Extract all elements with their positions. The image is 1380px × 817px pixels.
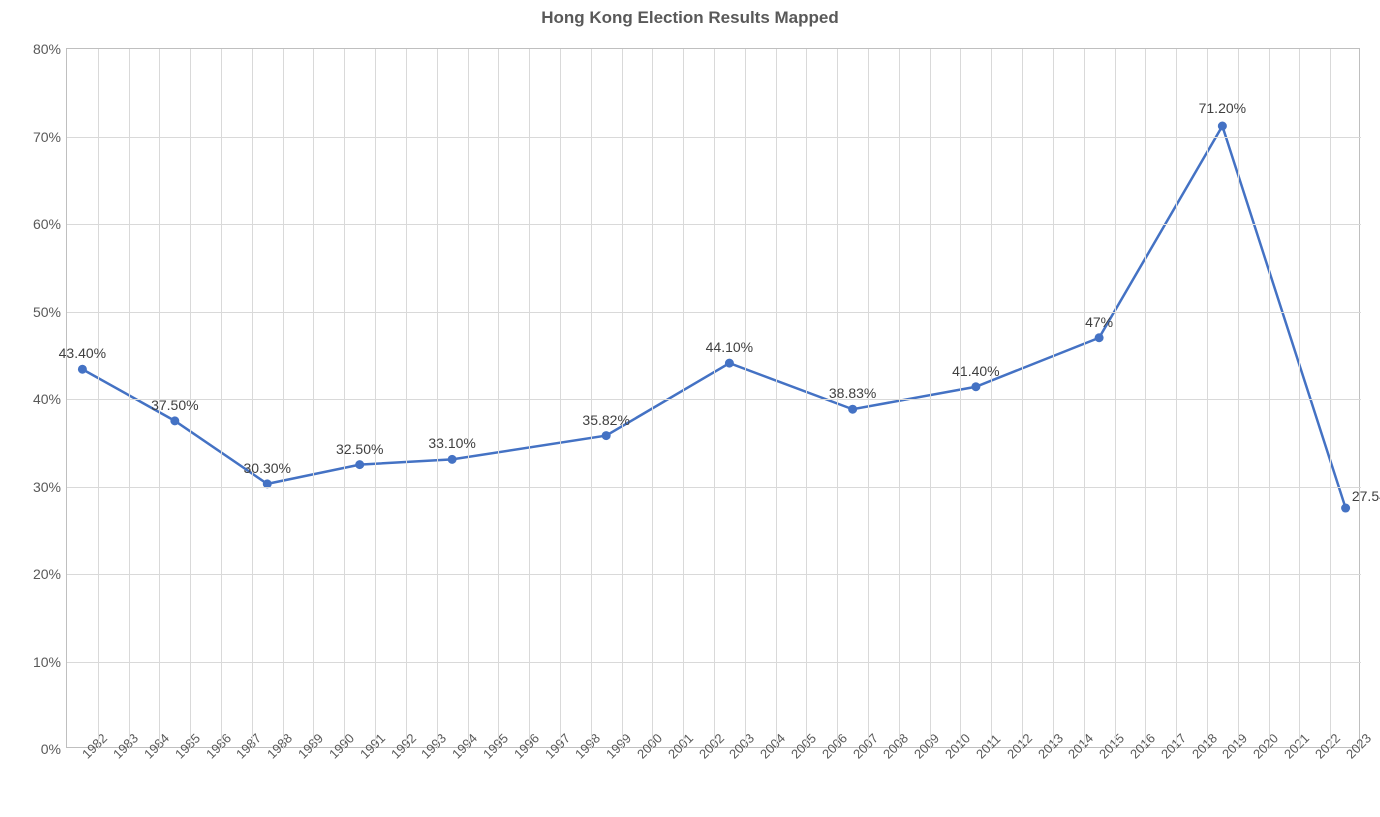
data-point-label: 32.50% <box>336 441 383 457</box>
gridline-vertical <box>1115 49 1116 749</box>
data-point-label: 33.10% <box>428 435 475 451</box>
gridline-vertical <box>1053 49 1054 749</box>
gridline-vertical <box>652 49 653 749</box>
data-point-label: 71.20% <box>1199 100 1246 116</box>
data-point-label: 41.40% <box>952 363 999 379</box>
gridline-vertical <box>283 49 284 749</box>
gridline-vertical <box>1299 49 1300 749</box>
chart-title: Hong Kong Election Results Mapped <box>0 8 1380 28</box>
gridline-vertical <box>498 49 499 749</box>
gridline-vertical <box>776 49 777 749</box>
gridline-vertical <box>560 49 561 749</box>
y-axis-tick-label: 50% <box>33 304 61 320</box>
gridline-vertical <box>745 49 746 749</box>
gridline-vertical <box>313 49 314 749</box>
gridline-vertical <box>468 49 469 749</box>
gridline-vertical <box>1238 49 1239 749</box>
gridline-vertical <box>529 49 530 749</box>
gridline-vertical <box>1176 49 1177 749</box>
gridline-vertical <box>129 49 130 749</box>
gridline-vertical <box>1145 49 1146 749</box>
y-axis-tick-label: 0% <box>41 741 61 757</box>
y-axis-tick-label: 30% <box>33 479 61 495</box>
y-axis-tick-label: 60% <box>33 216 61 232</box>
y-axis-tick-label: 10% <box>33 654 61 670</box>
y-axis-tick-label: 40% <box>33 391 61 407</box>
data-point-marker <box>1341 504 1350 513</box>
data-point-marker <box>448 455 457 464</box>
data-point-marker <box>78 365 87 374</box>
gridline-vertical <box>1330 49 1331 749</box>
data-point-marker <box>170 416 179 425</box>
gridline-vertical <box>991 49 992 749</box>
data-point-label: 37.50% <box>151 397 198 413</box>
gridline-vertical <box>437 49 438 749</box>
y-axis-tick-label: 20% <box>33 566 61 582</box>
gridline-vertical <box>252 49 253 749</box>
gridline-vertical <box>960 49 961 749</box>
data-point-marker <box>725 359 734 368</box>
gridline-vertical <box>591 49 592 749</box>
y-axis-tick-label: 80% <box>33 41 61 57</box>
data-point-marker <box>1218 122 1227 131</box>
gridline-vertical <box>344 49 345 749</box>
data-point-label: 30.30% <box>244 460 291 476</box>
plot-area: 0%10%20%30%40%50%60%70%80%19821983198419… <box>66 48 1360 748</box>
data-point-marker <box>971 382 980 391</box>
gridline-vertical <box>1084 49 1085 749</box>
gridline-vertical <box>406 49 407 749</box>
gridline-vertical <box>930 49 931 749</box>
gridline-vertical <box>806 49 807 749</box>
data-point-label: 27.54% <box>1352 488 1380 504</box>
gridline-vertical <box>221 49 222 749</box>
data-point-label: 38.83% <box>829 385 876 401</box>
chart-container: Hong Kong Election Results Mapped 0%10%2… <box>0 0 1380 817</box>
gridline-vertical <box>1022 49 1023 749</box>
data-point-marker <box>1095 333 1104 342</box>
gridline-vertical <box>683 49 684 749</box>
gridline-vertical <box>714 49 715 749</box>
data-point-label: 44.10% <box>706 339 753 355</box>
gridline-vertical <box>375 49 376 749</box>
data-point-marker <box>355 460 364 469</box>
gridline-vertical <box>899 49 900 749</box>
data-point-label: 47% <box>1085 314 1113 330</box>
y-axis-tick-label: 70% <box>33 129 61 145</box>
data-point-marker <box>848 405 857 414</box>
data-point-label: 35.82% <box>582 412 629 428</box>
data-point-marker <box>602 431 611 440</box>
gridline-vertical <box>622 49 623 749</box>
gridline-vertical <box>1269 49 1270 749</box>
gridline-vertical <box>1207 49 1208 749</box>
data-point-label: 43.40% <box>59 345 106 361</box>
gridline-vertical <box>98 49 99 749</box>
